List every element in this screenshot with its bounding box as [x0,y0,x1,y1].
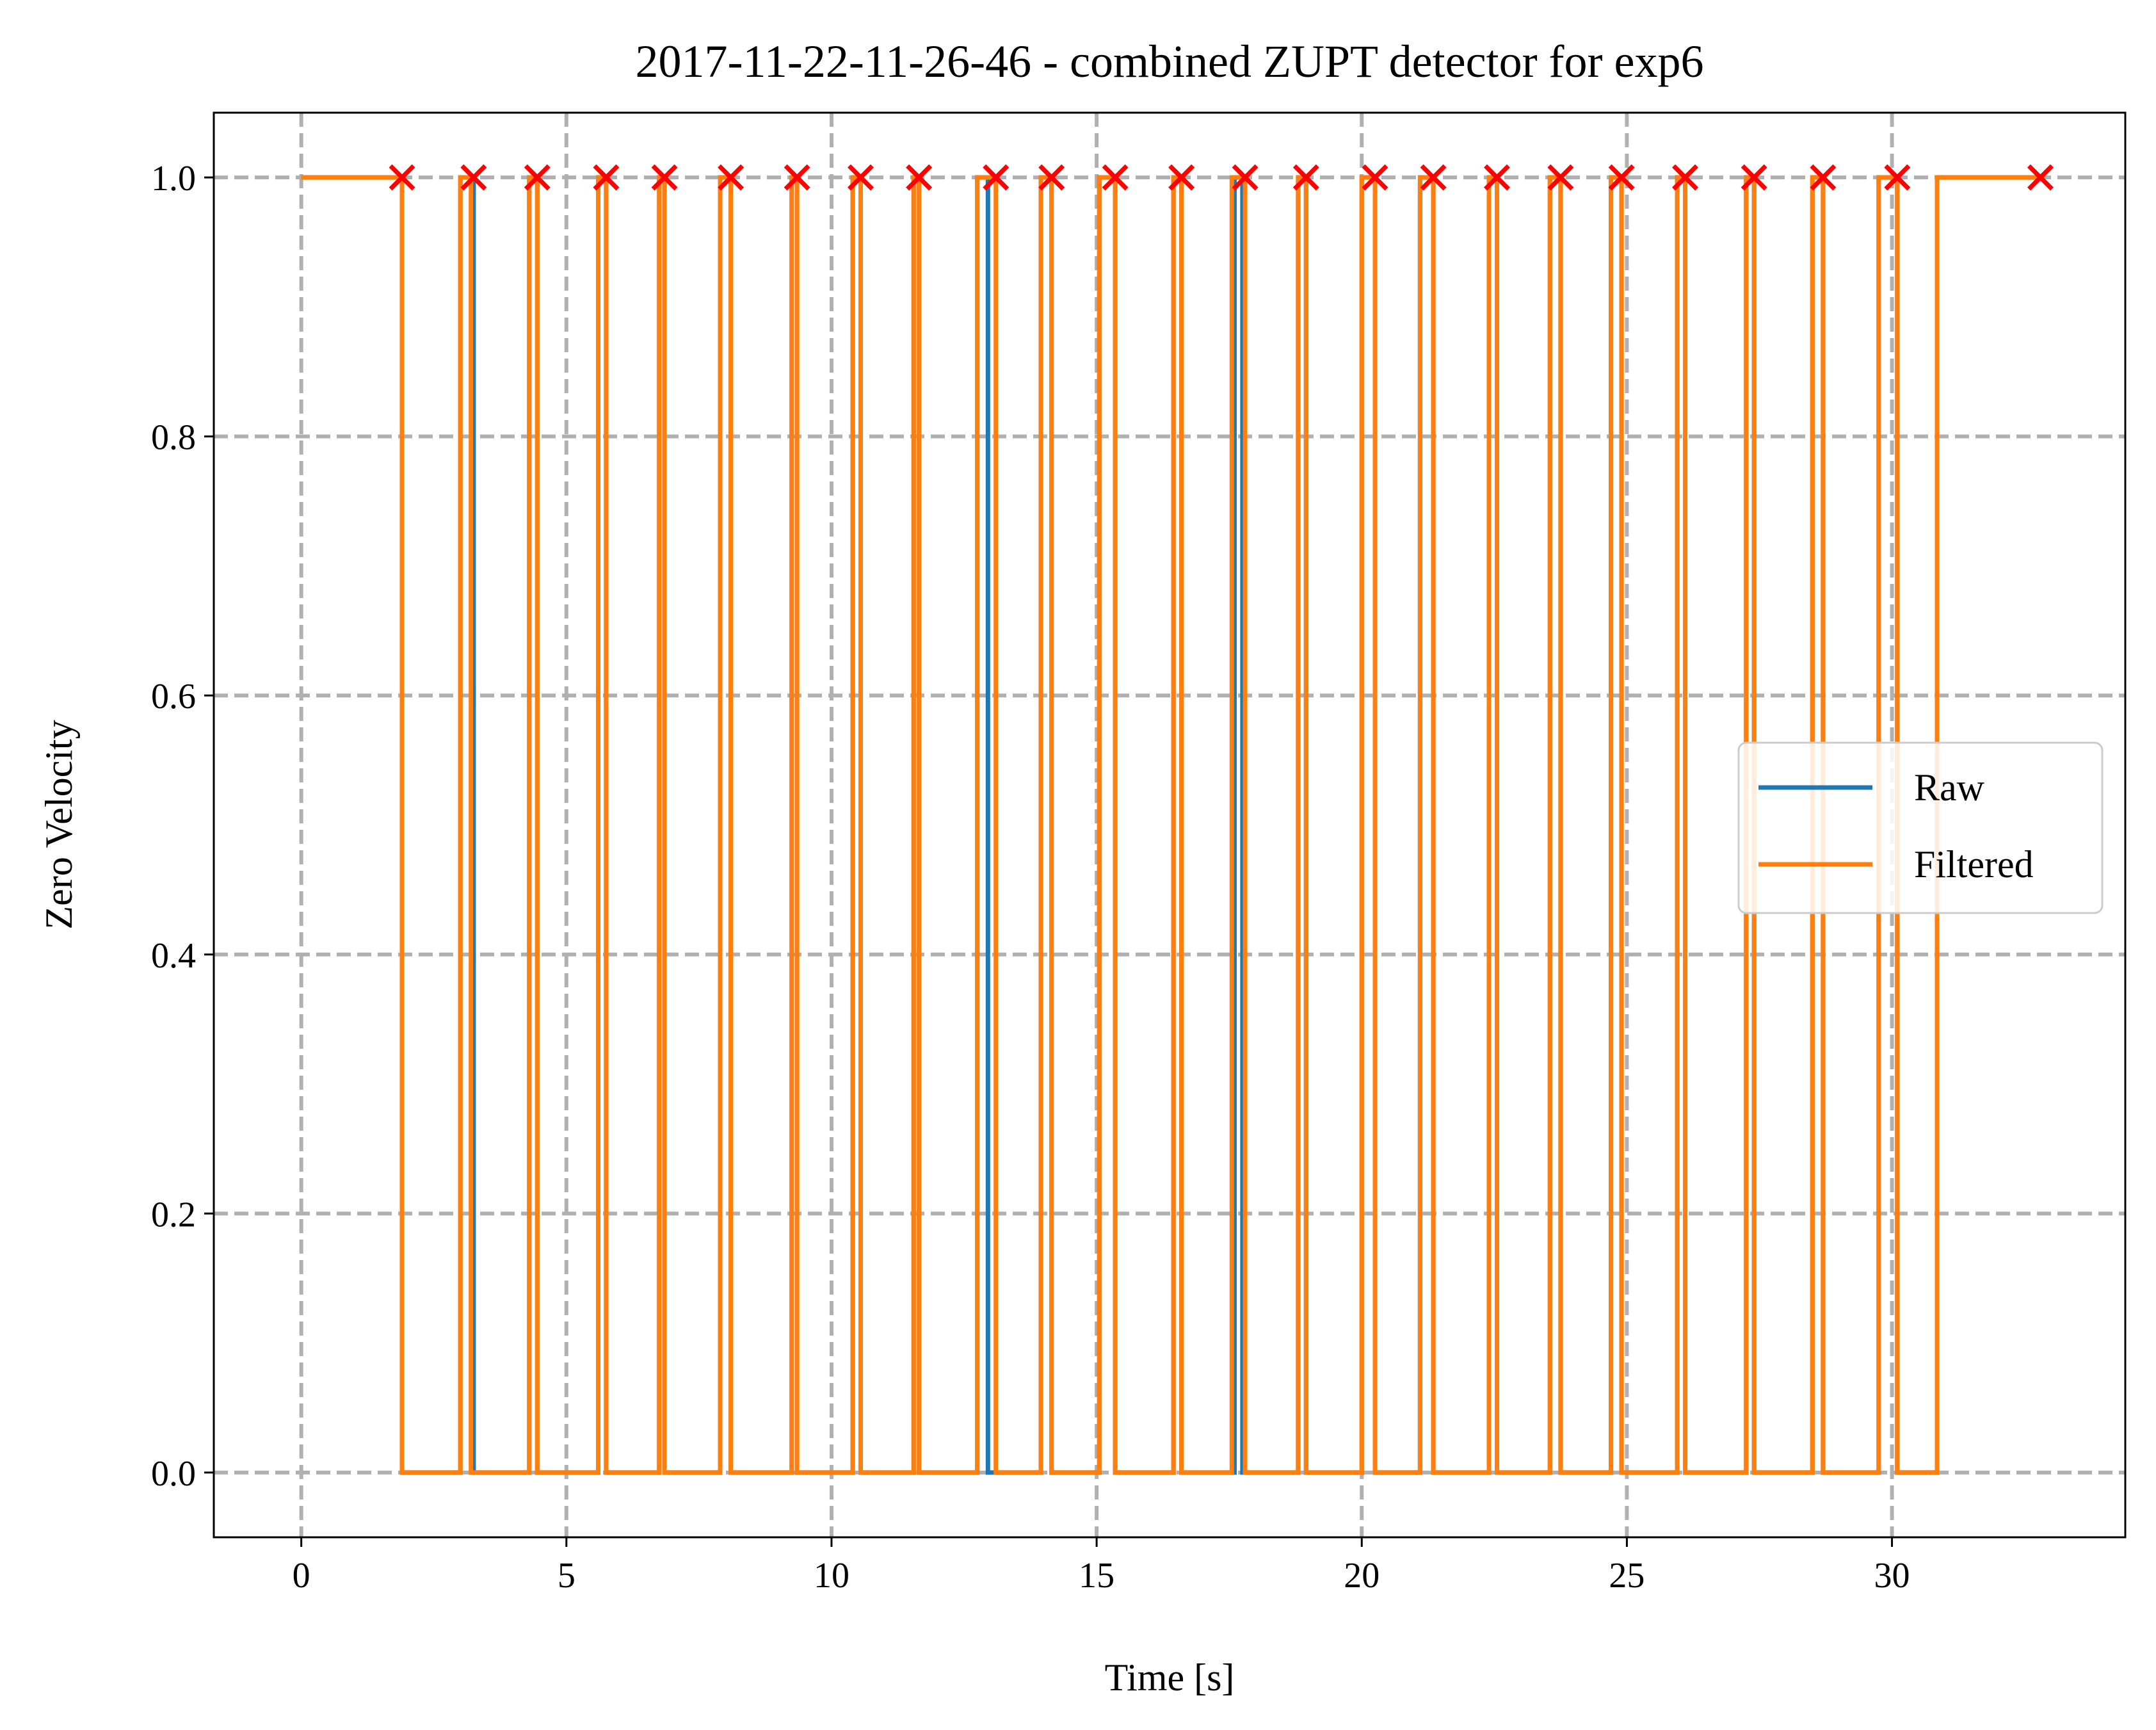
x-axis: 0 5 10 15 20 25 30 [293,1537,1910,1596]
zupt-marker [524,164,551,191]
plot-area [213,111,2127,1539]
zupt-marker [1038,164,1065,191]
x-tick-label: 5 [558,1556,575,1596]
legend-label-raw: Raw [1914,766,1985,809]
legend-label-filtered: Filtered [1914,843,2034,885]
zupt-marker [784,164,810,191]
y-tick-label: 0.4 [151,936,196,976]
x-tick-label: 25 [1609,1556,1645,1596]
zupt-marker [1608,164,1635,191]
zupt-marker [848,164,874,191]
y-tick-label: 1.0 [151,159,196,198]
zupt-marker [906,164,933,191]
legend: Raw Filtered [1737,741,2104,914]
zupt-marker [460,164,487,191]
zupt-marker [1292,164,1319,191]
zupt-marker [718,164,744,191]
y-tick-label: 0.0 [151,1454,196,1494]
zupt-marker [1420,164,1447,191]
zupt-marker [1362,164,1388,191]
y-tick-label: 0.8 [151,418,196,458]
zupt-marker [1810,164,1837,191]
x-tick-label: 20 [1344,1556,1380,1596]
zupt-marker [1884,164,1911,191]
x-tick-label: 0 [293,1556,310,1596]
zupt-marker [983,164,1010,191]
zupt-marker [651,164,678,191]
x-tick-label: 15 [1079,1556,1114,1596]
zupt-marker [2027,164,2054,191]
y-tick-label: 0.6 [151,677,196,716]
x-tick-label: 30 [1874,1556,1910,1596]
zupt-marker [1672,164,1698,191]
x-axis-label: Time [s] [1105,1656,1235,1699]
zupt-marker [1483,164,1510,191]
y-tick-label: 0.2 [151,1195,196,1234]
x-tick-label: 10 [814,1556,849,1596]
markers-layer [389,164,2054,191]
y-axis-label: Zero Velocity [38,720,80,929]
zupt-marker [1168,164,1195,191]
plot-frame [213,111,2127,1539]
zupt-marker [1232,164,1259,191]
y-axis: 0.0 0.2 0.4 0.6 0.8 1.0 [151,159,214,1494]
zupt-marker [389,164,415,191]
zupt-marker [593,164,620,191]
zupt-marker [1741,164,1767,191]
zupt-marker [1547,164,1574,191]
chart-title: 2017-11-22-11-26-46 - combined ZUPT dete… [636,36,1704,87]
zupt-marker [1102,164,1129,191]
